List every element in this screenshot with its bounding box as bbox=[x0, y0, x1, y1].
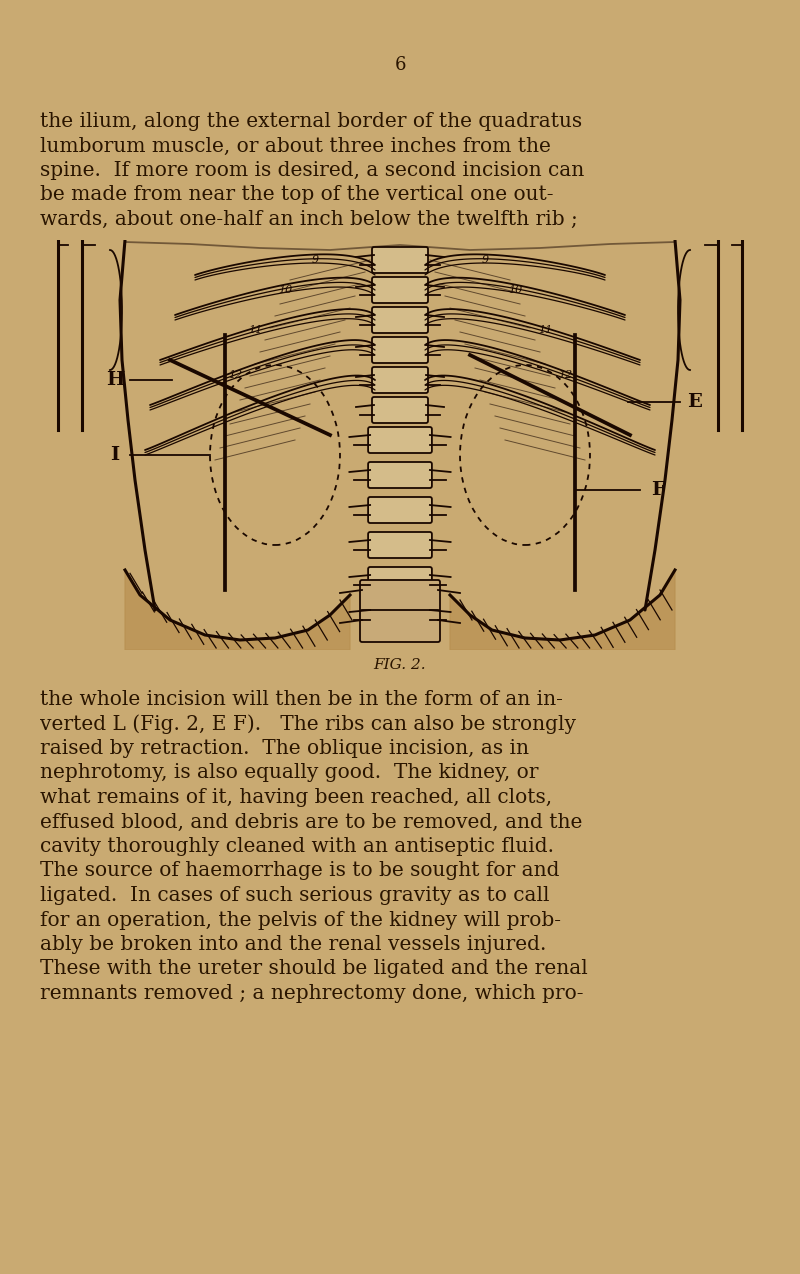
FancyBboxPatch shape bbox=[368, 427, 432, 454]
FancyBboxPatch shape bbox=[372, 247, 428, 273]
Text: 11: 11 bbox=[248, 325, 262, 335]
Text: verted L (Fig. 2, E F).   The ribs can also be strongly: verted L (Fig. 2, E F). The ribs can als… bbox=[40, 715, 576, 734]
Text: F: F bbox=[651, 482, 665, 499]
FancyBboxPatch shape bbox=[360, 580, 440, 612]
Text: These with the ureter should be ligated and the renal: These with the ureter should be ligated … bbox=[40, 959, 588, 978]
Text: nephrotomy, is also equally good.  The kidney, or: nephrotomy, is also equally good. The ki… bbox=[40, 763, 538, 782]
Polygon shape bbox=[125, 569, 350, 650]
Text: cavity thoroughly cleaned with an antiseptic fluid.: cavity thoroughly cleaned with an antise… bbox=[40, 837, 554, 856]
FancyBboxPatch shape bbox=[368, 603, 432, 628]
FancyBboxPatch shape bbox=[368, 497, 432, 524]
FancyBboxPatch shape bbox=[372, 338, 428, 363]
Text: ably be broken into and the renal vessels injured.: ably be broken into and the renal vessel… bbox=[40, 935, 546, 954]
Text: 9: 9 bbox=[311, 255, 318, 265]
Text: 6: 6 bbox=[394, 56, 406, 74]
Text: the whole incision will then be in the form of an in-: the whole incision will then be in the f… bbox=[40, 691, 563, 710]
Text: spine.  If more room is desired, a second incision can: spine. If more room is desired, a second… bbox=[40, 161, 584, 180]
Polygon shape bbox=[450, 569, 675, 650]
Text: 12: 12 bbox=[558, 369, 572, 380]
Text: 10: 10 bbox=[278, 285, 292, 296]
Text: 12: 12 bbox=[228, 369, 242, 380]
Text: what remains of it, having been reached, all clots,: what remains of it, having been reached,… bbox=[40, 789, 552, 806]
Text: wards, about one-half an inch below the twelfth rib ;: wards, about one-half an inch below the … bbox=[40, 210, 578, 229]
Text: effused blood, and debris are to be removed, and the: effused blood, and debris are to be remo… bbox=[40, 813, 582, 832]
FancyBboxPatch shape bbox=[368, 533, 432, 558]
FancyBboxPatch shape bbox=[368, 462, 432, 488]
FancyBboxPatch shape bbox=[368, 567, 432, 592]
Text: H: H bbox=[106, 371, 124, 389]
Text: remnants removed ; a nephrectomy done, which pro-: remnants removed ; a nephrectomy done, w… bbox=[40, 984, 583, 1003]
Text: the ilium, along the external border of the quadratus: the ilium, along the external border of … bbox=[40, 112, 582, 131]
FancyBboxPatch shape bbox=[372, 307, 428, 333]
Text: 11: 11 bbox=[538, 325, 552, 335]
FancyBboxPatch shape bbox=[372, 276, 428, 303]
Text: The source of haemorrhage is to be sought for and: The source of haemorrhage is to be sough… bbox=[40, 861, 559, 880]
FancyBboxPatch shape bbox=[372, 367, 428, 392]
Text: I: I bbox=[110, 446, 119, 464]
Text: for an operation, the pelvis of the kidney will prob-: for an operation, the pelvis of the kidn… bbox=[40, 911, 561, 930]
FancyBboxPatch shape bbox=[372, 397, 428, 423]
Text: raised by retraction.  The oblique incision, as in: raised by retraction. The oblique incisi… bbox=[40, 739, 529, 758]
Text: ligated.  In cases of such serious gravity as to call: ligated. In cases of such serious gravit… bbox=[40, 885, 550, 905]
FancyBboxPatch shape bbox=[360, 610, 440, 642]
Text: be made from near the top of the vertical one out-: be made from near the top of the vertica… bbox=[40, 186, 554, 205]
Text: 10: 10 bbox=[508, 285, 522, 296]
Text: lumborum muscle, or about three inches from the: lumborum muscle, or about three inches f… bbox=[40, 136, 551, 155]
Text: 9: 9 bbox=[482, 255, 489, 265]
Text: FIG. 2.: FIG. 2. bbox=[374, 657, 426, 671]
Text: E: E bbox=[687, 392, 702, 412]
